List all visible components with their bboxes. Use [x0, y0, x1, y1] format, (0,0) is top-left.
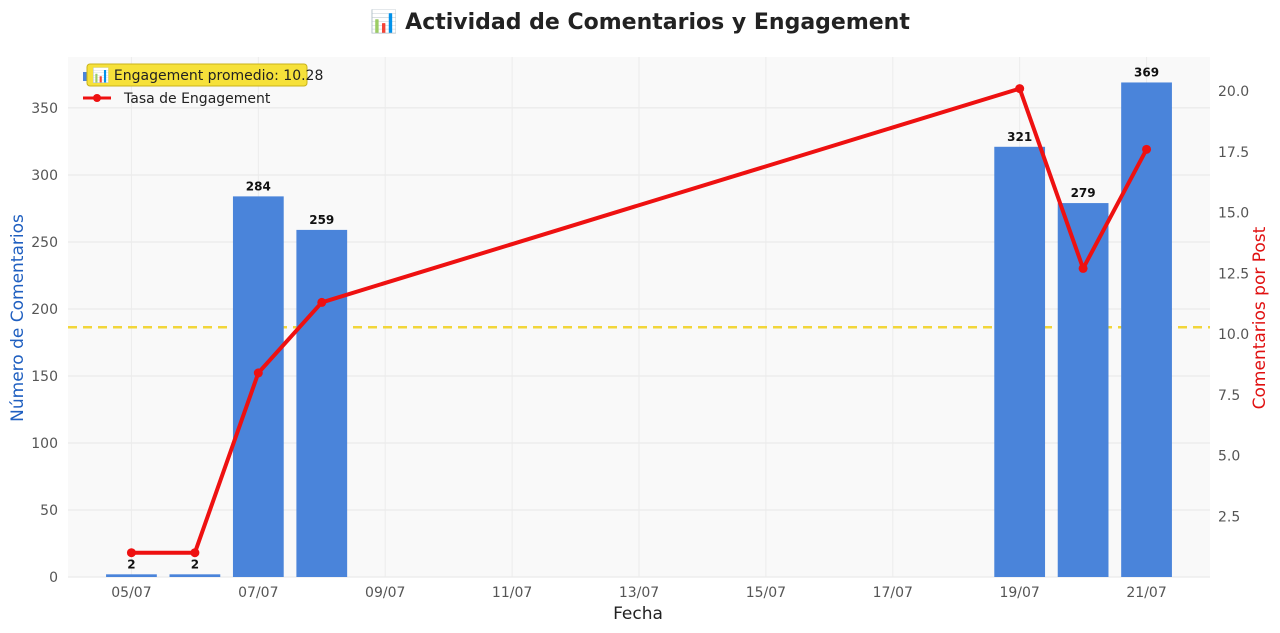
y-right-tick-label: 17.5 — [1218, 145, 1249, 161]
x-tick-label: 21/07 — [1126, 585, 1166, 601]
y-tick-label: 50 — [40, 503, 58, 519]
bar — [106, 574, 157, 577]
bar — [1121, 82, 1172, 577]
engagement-line — [126, 84, 1152, 558]
y-tick-label: 300 — [31, 168, 58, 184]
engagement-point — [1015, 84, 1025, 94]
engagement-point — [126, 548, 136, 558]
y-tick-label: 250 — [31, 235, 58, 251]
y-axis-label-right: Comentarios por Post — [1250, 226, 1270, 409]
y-tick-label: 0 — [49, 570, 58, 586]
engagement-point — [190, 548, 200, 558]
x-tick-label: 09/07 — [365, 585, 405, 601]
y-right-tick-label: 20.0 — [1218, 84, 1249, 100]
bar — [1057, 203, 1109, 578]
y-right-tick-label: 12.5 — [1218, 266, 1249, 282]
y-right-tick-label: 7.5 — [1218, 388, 1240, 404]
x-tick-label: 11/07 — [492, 585, 532, 601]
x-axis-label: Fecha — [613, 604, 663, 624]
bar-value-label: 2 — [191, 557, 199, 571]
average-annotation-box — [86, 63, 308, 87]
y-right-tick-label: 15.0 — [1218, 206, 1249, 222]
legend-line-marker — [93, 94, 101, 102]
bar-value-label: 2 — [127, 557, 135, 571]
y-right-tick-label: 2.5 — [1218, 509, 1240, 525]
bar — [296, 229, 348, 577]
y-right-tick-label: 10.0 — [1218, 327, 1249, 343]
bar — [232, 196, 284, 577]
y-tick-label: 200 — [31, 302, 58, 318]
engagement-point — [317, 297, 327, 307]
x-tick-label: 07/07 — [238, 585, 278, 601]
y-ticks-left: 0 50 100 150 200 250 300 350 — [31, 101, 58, 586]
legend-line-label: Tasa de Engagement — [123, 91, 271, 107]
bar-value-label: 279 — [1071, 186, 1096, 200]
x-ticks: 05/07 07/07 09/07 11/07 13/07 15/07 17/07 19/07… — [111, 585, 1166, 601]
x-tick-label: 19/07 — [999, 585, 1039, 601]
engagement-point — [1142, 144, 1152, 154]
y-tick-label: 350 — [31, 101, 58, 117]
y-tick-label: 150 — [31, 369, 58, 385]
bar-value-label: 259 — [309, 213, 334, 227]
bar-value-label: 321 — [1007, 130, 1032, 144]
x-tick-label: 05/07 — [111, 585, 151, 601]
y-tick-label: 100 — [31, 436, 58, 452]
y-ticks-right: 2.5 5.0 7.5 10.0 12.5 15.0 17.5 20.0 — [1218, 84, 1249, 525]
x-tick-label: 17/07 — [873, 585, 913, 601]
bar-labels: 2 2 284 259 321 279 369 — [127, 65, 1159, 571]
engagement-point — [1078, 263, 1088, 273]
chart-title: 📊 Actividad de Comentarios y Engagement — [370, 9, 910, 35]
engagement-point — [253, 368, 263, 378]
bar-value-label: 284 — [246, 179, 271, 193]
y-axis-label-left: Número de Comentarios — [8, 214, 28, 422]
bar-value-label: 369 — [1134, 65, 1159, 79]
bar — [994, 146, 1046, 577]
legend: Tasa de Engagement 📊 Engagement promedio… — [83, 63, 323, 107]
x-tick-label: 13/07 — [619, 585, 659, 601]
bars — [106, 82, 1172, 578]
x-tick-label: 15/07 — [746, 585, 786, 601]
bar — [169, 574, 221, 577]
average-annotation-label: 📊 Engagement promedio: 10.28 — [92, 67, 323, 84]
y-right-tick-label: 5.0 — [1218, 449, 1240, 465]
